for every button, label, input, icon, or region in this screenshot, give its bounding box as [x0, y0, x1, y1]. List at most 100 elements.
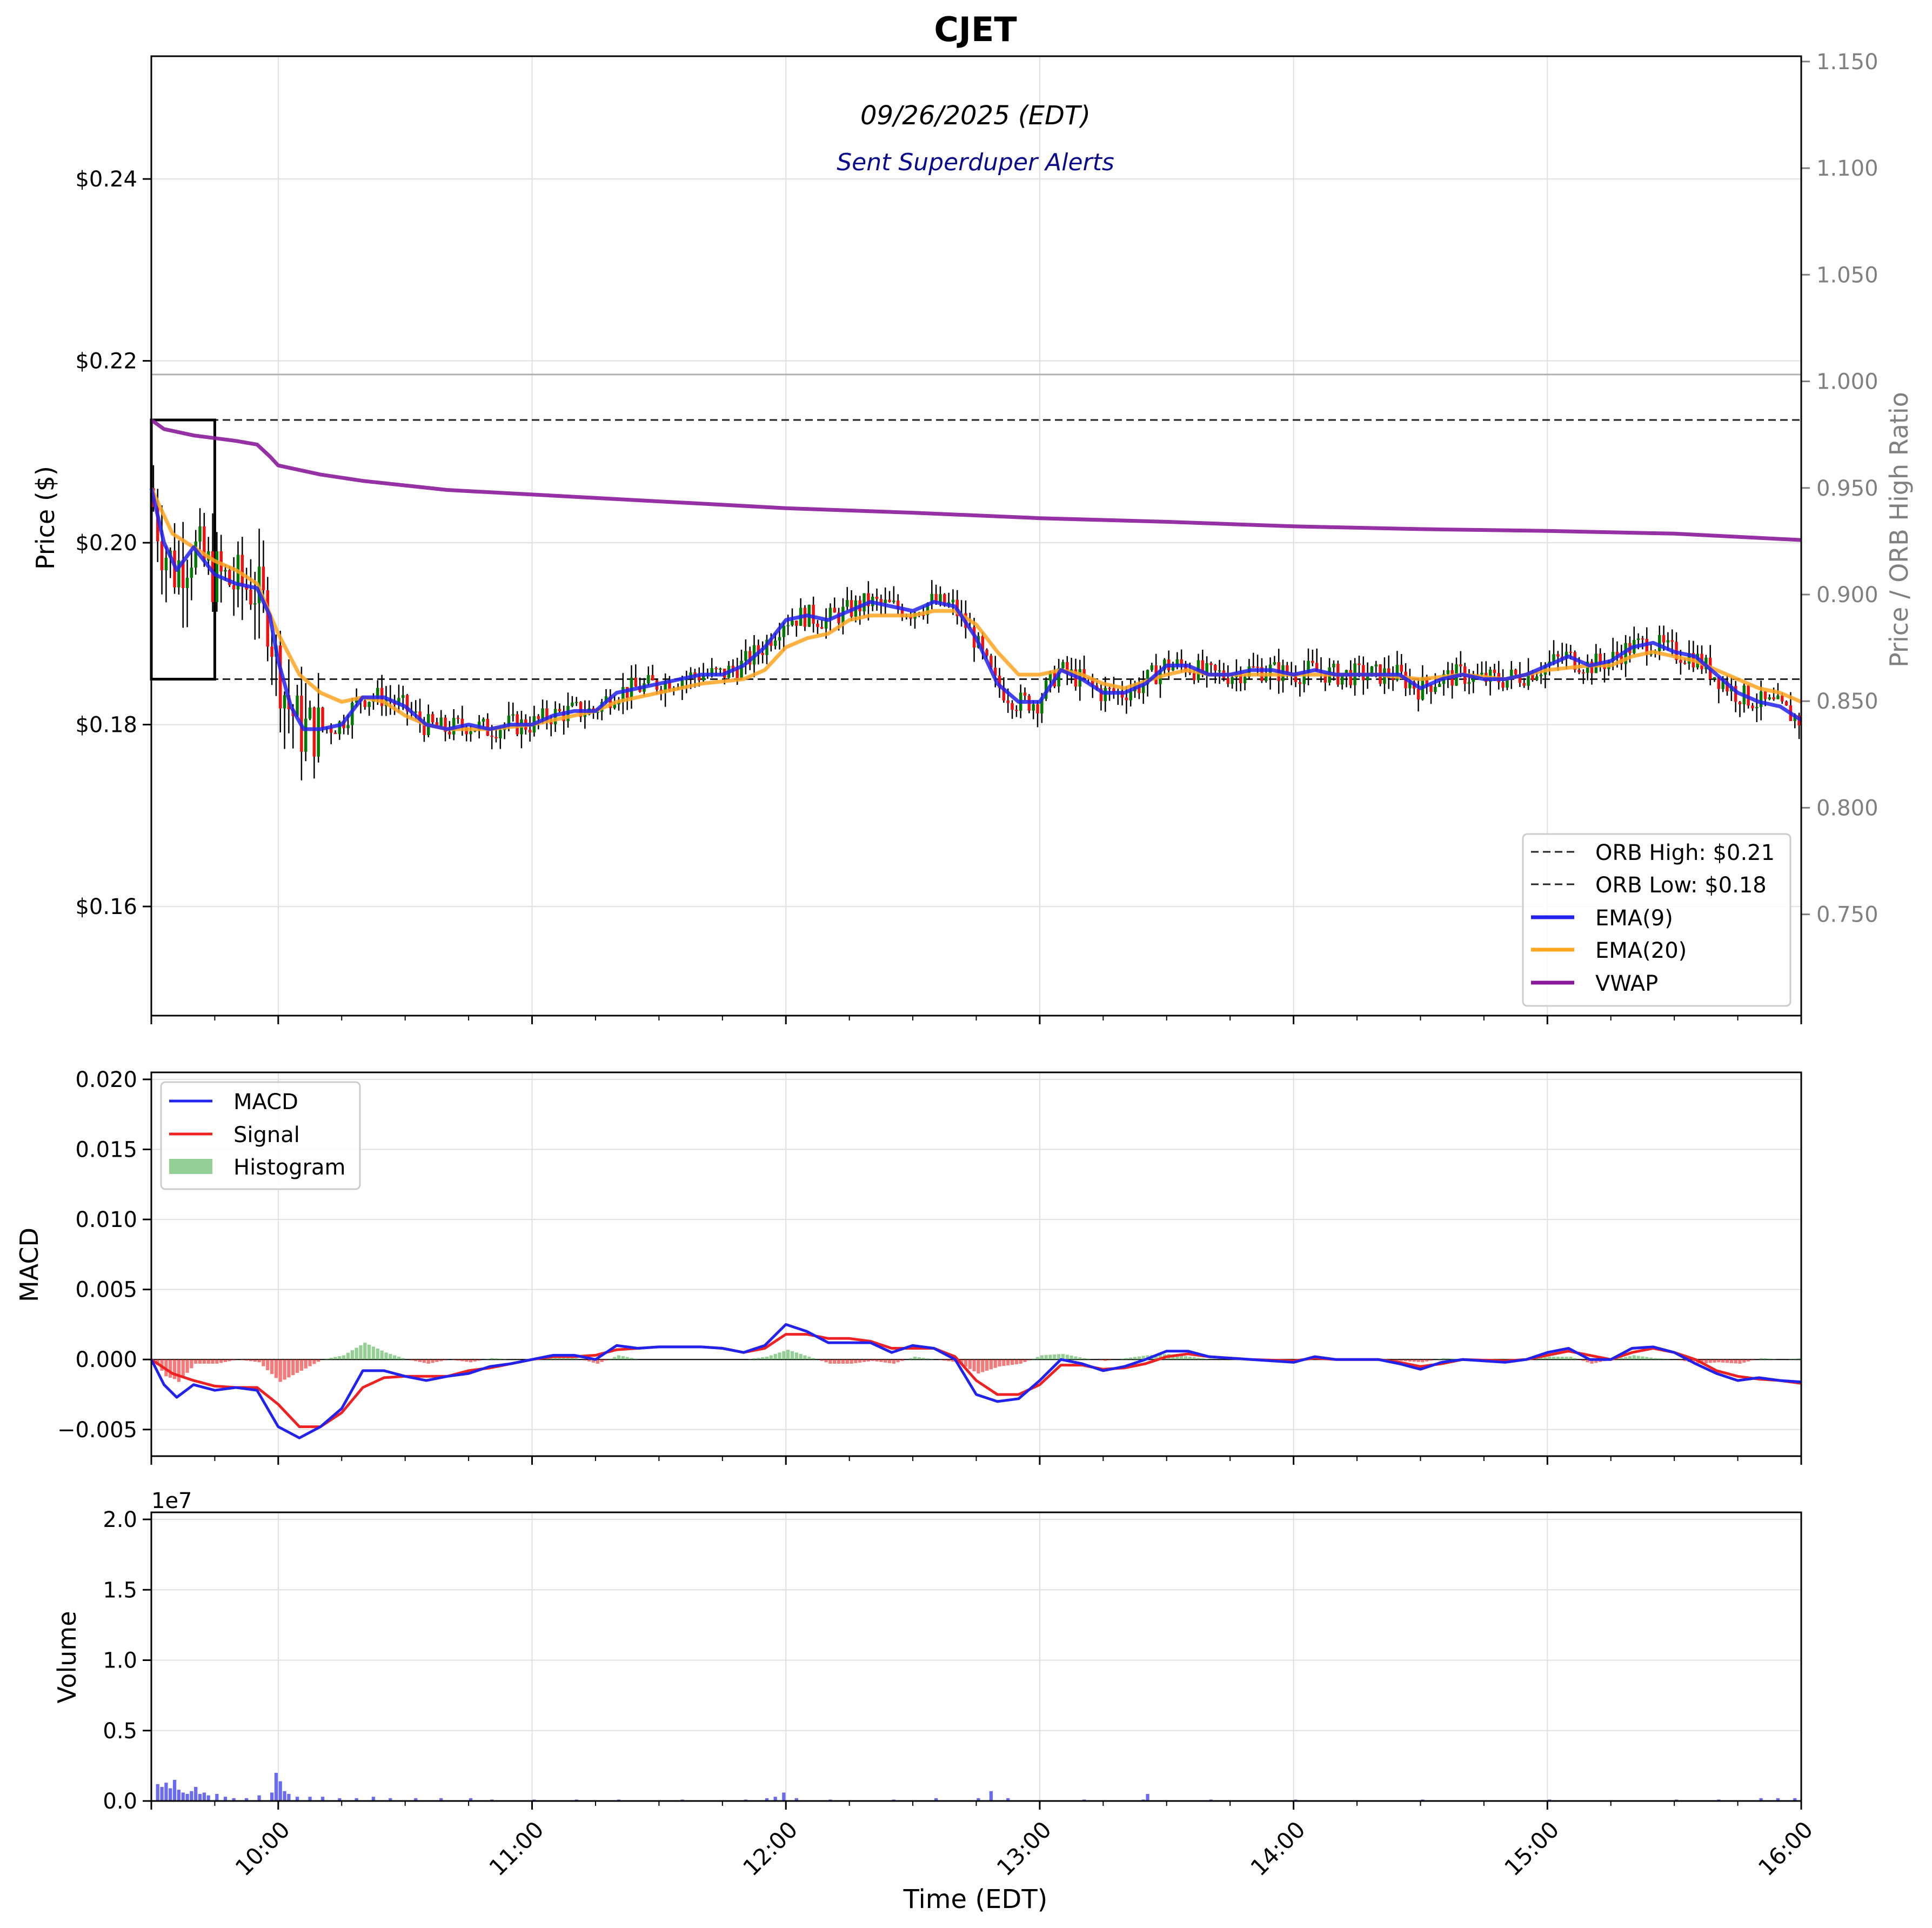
- candle-body: [634, 677, 638, 687]
- ratio-y-tick-label: 0.850: [1816, 689, 1878, 714]
- candle-body: [240, 555, 244, 586]
- histogram-bar: [1565, 1357, 1568, 1360]
- histogram-bar: [1023, 1359, 1027, 1362]
- candle-body: [900, 609, 904, 618]
- candle-body: [1374, 664, 1378, 667]
- volume-y-label: Volume: [52, 1611, 82, 1703]
- candle-body: [778, 637, 781, 641]
- candle-body: [892, 601, 895, 602]
- candle-body: [613, 704, 616, 708]
- histogram-bar: [325, 1358, 329, 1360]
- histogram-bar: [219, 1359, 223, 1363]
- candle-body: [1057, 668, 1060, 687]
- volume-bar: [223, 1797, 228, 1801]
- candle-body: [1522, 683, 1526, 686]
- price-legend: ORB High: $0.21 ORB Low: $0.18 EMA(9) EM…: [1522, 833, 1791, 1007]
- macd-y-tick-label: 0.000: [75, 1347, 137, 1372]
- candle-body: [710, 668, 713, 675]
- candle-body: [376, 688, 379, 699]
- legend-orb-high: ORB High: $0.21: [1595, 840, 1775, 865]
- histogram-bar: [900, 1359, 904, 1361]
- candle-body: [1506, 678, 1509, 688]
- histogram-bar: [828, 1359, 832, 1364]
- candle-body: [701, 675, 705, 681]
- volume-bar: [1006, 1798, 1010, 1801]
- candle-body: [1015, 710, 1018, 711]
- histogram-bar: [426, 1359, 430, 1364]
- candle-body: [1184, 664, 1187, 672]
- candle-body: [1192, 673, 1196, 681]
- volume-panel-frame: [150, 1511, 1802, 1802]
- candle-body: [1514, 669, 1517, 675]
- histogram-bar: [553, 1358, 557, 1360]
- candle-body: [448, 731, 451, 735]
- candle-body: [1721, 681, 1724, 689]
- candle-body: [262, 566, 265, 590]
- histogram-bar: [769, 1355, 773, 1360]
- candle-body: [1256, 666, 1259, 668]
- volume-bar: [164, 1783, 168, 1801]
- candle-body: [1091, 678, 1094, 686]
- candle-body: [1480, 672, 1483, 675]
- ratio-y-tick-label: 1.000: [1816, 370, 1878, 395]
- histogram-bar: [397, 1357, 401, 1360]
- histogram-bar: [172, 1359, 177, 1379]
- candle-body: [609, 696, 612, 708]
- histogram-bar: [249, 1359, 253, 1362]
- histogram-bar: [181, 1359, 185, 1378]
- volume-y-axis: 0.0 0.5 1.0 1.5 2.0: [103, 1507, 151, 1814]
- histogram-bar: [773, 1353, 777, 1360]
- candle-body: [1726, 681, 1729, 692]
- histogram-bar: [574, 1358, 578, 1360]
- candle-body: [773, 640, 777, 646]
- histogram-bar: [947, 1359, 951, 1362]
- histogram-bar: [896, 1359, 900, 1363]
- candle-body: [402, 695, 405, 698]
- histogram-bar: [757, 1358, 760, 1360]
- macd-y-tick-label: 0.015: [75, 1138, 137, 1163]
- histogram-bar: [363, 1343, 367, 1360]
- candle-body: [1615, 651, 1619, 656]
- candle-body: [1582, 672, 1585, 673]
- price-y-tick-label: $0.18: [75, 713, 137, 738]
- histogram-bar: [1721, 1359, 1725, 1363]
- candle-body: [1577, 670, 1581, 672]
- candle-body: [1645, 639, 1649, 655]
- candle-body: [482, 719, 485, 722]
- histogram-bar: [1620, 1358, 1623, 1360]
- histogram-bar: [1044, 1355, 1048, 1360]
- candle-body: [816, 623, 819, 628]
- histogram-bar: [871, 1359, 874, 1361]
- candle-body: [1658, 635, 1661, 651]
- candle-body: [1171, 665, 1175, 671]
- volume-bar: [177, 1790, 181, 1801]
- legend-signal: Signal: [233, 1123, 300, 1148]
- candle-body: [1023, 692, 1027, 696]
- volume-bar: [782, 1792, 786, 1801]
- candle-body: [791, 621, 794, 625]
- histogram-bar: [794, 1352, 798, 1360]
- candle-body: [1552, 654, 1555, 662]
- histogram-bar: [431, 1359, 434, 1363]
- histogram-bar: [964, 1359, 968, 1367]
- histogram-bar: [596, 1359, 600, 1364]
- histogram-bar: [215, 1359, 219, 1364]
- histogram-bar: [1742, 1359, 1746, 1363]
- histogram-bar: [278, 1359, 282, 1382]
- candle-body: [1138, 684, 1141, 693]
- candle-body: [981, 636, 984, 650]
- price-legend-box: [1522, 833, 1791, 1007]
- candle-body: [308, 707, 312, 719]
- histogram-bar: [1560, 1357, 1564, 1360]
- candle-body: [1298, 682, 1302, 684]
- macd-y-tick-label: 0.020: [75, 1068, 137, 1092]
- histogram-bar: [1141, 1356, 1145, 1360]
- candle-body: [1556, 654, 1560, 657]
- price-y-tick-label: $0.22: [75, 349, 137, 374]
- histogram-bar: [1048, 1355, 1052, 1360]
- ratio-y-tick-label: 0.800: [1816, 796, 1878, 820]
- histogram-bar: [1662, 1358, 1666, 1360]
- histogram-bar: [1006, 1359, 1010, 1366]
- candle-body: [1011, 703, 1014, 710]
- histogram-bar: [1078, 1357, 1082, 1360]
